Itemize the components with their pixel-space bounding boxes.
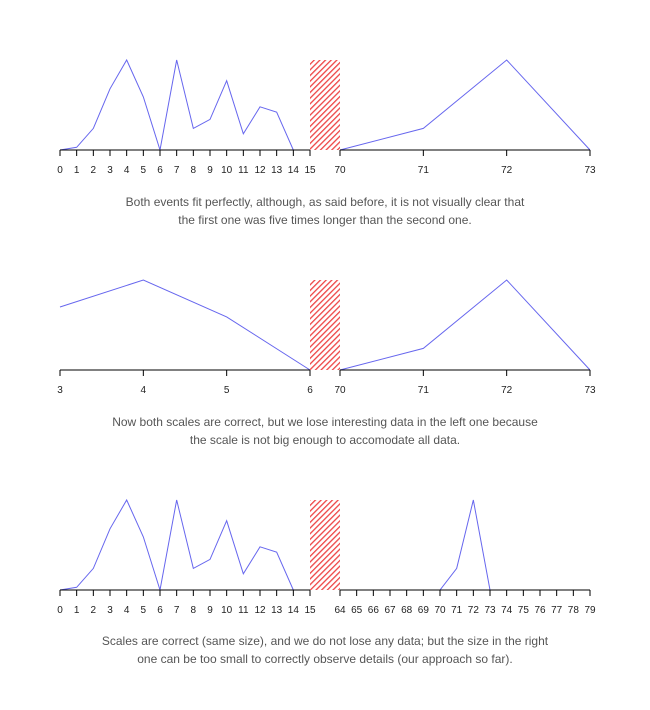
x-tick-label-left: 13 (271, 165, 283, 176)
x-tick-label-left: 4 (141, 385, 147, 396)
x-tick-label-right: 78 (568, 605, 580, 616)
chart-panel-3: 0 1 2 3 4 5 6 7 8 9 10 11 12 13 14 15 64 65 66 67 68 69 70 71 72… (57, 498, 596, 616)
caption-2-line-1: Now both scales are correct, but we lose… (112, 415, 538, 429)
x-tick-label-left: 6 (157, 605, 163, 616)
x-tick-label-left: 6 (157, 165, 163, 176)
x-tick-label-right: 72 (468, 605, 480, 616)
series-line-left (59, 498, 310, 591)
x-tick-label-left: 0 (57, 165, 63, 176)
series-line-right (339, 279, 591, 371)
x-tick-label-left: 5 (141, 605, 147, 616)
x-tick-label-left: 15 (304, 165, 316, 176)
x-tick-label-left: 8 (191, 605, 197, 616)
scale-gap-hatch (310, 280, 340, 370)
x-tick-label-left: 14 (288, 165, 300, 176)
x-tick-label-left: 2 (91, 165, 97, 176)
x-tick-label-right: 71 (418, 385, 430, 396)
series-line-right (339, 59, 591, 151)
x-tick-label-left: 1 (74, 165, 80, 176)
x-tick-label-left: 14 (288, 605, 300, 616)
scale-gap-hatch (310, 60, 340, 150)
x-tick-label-left: 12 (254, 165, 266, 176)
x-tick-label-left: 6 (307, 385, 313, 396)
x-tick-label-left: 4 (124, 165, 130, 176)
caption-1: Both events fit perfectly, although, as … (0, 193, 650, 229)
x-tick-label-right: 68 (401, 605, 413, 616)
x-tick-label-left: 3 (57, 385, 63, 396)
x-tick-label-right: 70 (434, 605, 446, 616)
x-tick-label-right: 71 (418, 165, 430, 176)
x-tick-label-left: 0 (57, 605, 63, 616)
x-tick-label-right: 71 (451, 605, 463, 616)
scale-gap-hatch (310, 500, 340, 590)
series-line-right (340, 499, 590, 591)
chart-panel-1: 0 1 2 3 4 5 6 7 8 9 10 11 12 13 14 15 70 71 72 73 (57, 58, 596, 176)
x-tick-label-right: 70 (334, 165, 346, 176)
x-tick-label-right: 72 (501, 165, 513, 176)
x-tick-label-left: 11 (238, 605, 249, 616)
x-tick-label-right: 64 (334, 605, 346, 616)
x-tick-label-right: 70 (334, 385, 346, 396)
x-tick-label-right: 79 (584, 605, 596, 616)
x-tick-label-left: 5 (141, 165, 147, 176)
x-tick-label-left: 9 (207, 605, 213, 616)
x-tick-label-right: 69 (418, 605, 430, 616)
x-tick-label-left: 4 (124, 605, 130, 616)
x-tick-label-left: 8 (191, 165, 197, 176)
series-line-left (59, 58, 310, 151)
x-tick-label-left: 1 (74, 605, 80, 616)
caption-2-line-2: the scale is not big enough to accomodat… (189, 433, 461, 447)
x-tick-label-left: 3 (107, 165, 113, 176)
x-tick-label-left: 3 (107, 605, 113, 616)
x-tick-label-left: 7 (174, 165, 180, 176)
x-tick-label-right: 73 (584, 385, 596, 396)
x-tick-label-left: 13 (271, 605, 283, 616)
x-tick-label-left: 11 (238, 165, 249, 176)
x-tick-label-left: 12 (254, 605, 266, 616)
x-tick-label-left: 2 (91, 605, 97, 616)
caption-3-line-2: one can be too small to correctly observ… (137, 652, 513, 666)
x-tick-label-right: 72 (501, 385, 513, 396)
x-tick-label-right: 74 (501, 605, 513, 616)
chart-panel-2: 3 4 5 6 70 71 72 73 (57, 279, 596, 396)
x-tick-label-right: 67 (384, 605, 396, 616)
x-tick-label-right: 66 (368, 605, 380, 616)
x-tick-label-left: 10 (221, 165, 233, 176)
caption-3: Scales are correct (same size), and we d… (0, 632, 650, 668)
caption-1-line-2: the first one was five times longer than… (178, 213, 472, 227)
x-tick-label-right: 65 (351, 605, 363, 616)
x-tick-label-left: 10 (221, 605, 233, 616)
x-tick-label-left: 9 (207, 165, 213, 176)
x-tick-label-left: 15 (304, 605, 316, 616)
caption-3-line-1: Scales are correct (same size), and we d… (101, 634, 549, 648)
series-line-left (59, 279, 311, 371)
x-tick-label-left: 5 (224, 385, 230, 396)
x-tick-label-right: 77 (551, 605, 563, 616)
x-tick-label-left: 7 (174, 605, 180, 616)
caption-2: Now both scales are correct, but we lose… (0, 413, 650, 449)
x-tick-label-right: 76 (534, 605, 546, 616)
caption-1-line-1: Both events fit perfectly, although, as … (125, 195, 525, 209)
x-tick-label-right: 73 (484, 605, 496, 616)
x-tick-label-right: 75 (518, 605, 530, 616)
x-tick-label-right: 73 (584, 165, 596, 176)
